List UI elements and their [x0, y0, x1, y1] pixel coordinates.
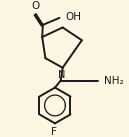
Text: F: F [51, 127, 57, 137]
Text: O: O [32, 1, 40, 11]
Text: OH: OH [65, 12, 81, 22]
Text: N: N [58, 70, 66, 80]
Text: NH₂: NH₂ [104, 75, 124, 85]
